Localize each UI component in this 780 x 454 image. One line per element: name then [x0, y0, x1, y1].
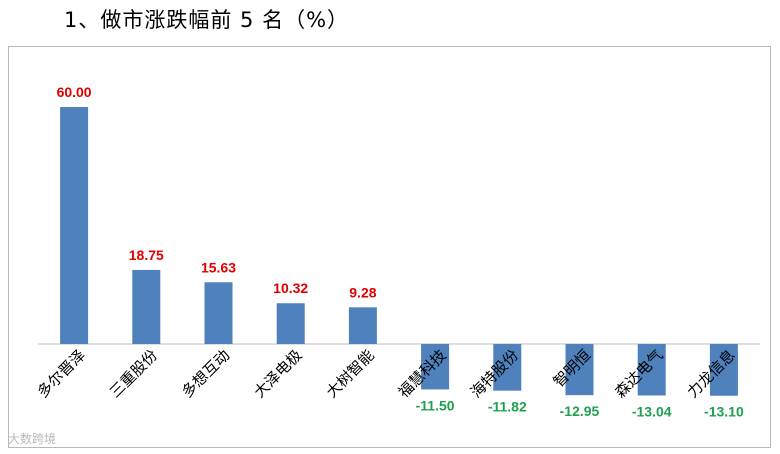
data-label-4: 10.32 [273, 280, 308, 296]
data-label-9: -13.04 [632, 404, 672, 420]
data-label-10: -13.10 [704, 404, 744, 420]
data-label-7: -11.82 [488, 399, 527, 415]
category-label-3: 多想互动 [178, 346, 233, 401]
bar-6 [421, 344, 450, 390]
category-label-5: 大树智能 [323, 346, 378, 401]
bar-3 [204, 282, 233, 344]
category-label-4: 大泽电极 [250, 346, 305, 401]
chart-frame [8, 46, 771, 448]
data-label-5: 9.28 [349, 284, 376, 300]
bar-8 [565, 344, 594, 396]
chart-heading: 1、做市涨跌幅前 5 名（%） [64, 8, 350, 32]
bar-7 [493, 344, 522, 391]
category-label-2: 三重股份 [106, 346, 161, 401]
category-label-1: 多尔晋泽 [34, 346, 89, 401]
bar-10 [709, 344, 738, 396]
data-label-8: -12.95 [560, 403, 600, 419]
data-label-3: 15.63 [201, 259, 236, 275]
data-label-6: -11.50 [416, 397, 455, 413]
watermark: 大数跨境 [8, 432, 57, 446]
bar-4 [276, 303, 305, 344]
bar-2 [132, 269, 161, 344]
data-label-2: 18.75 [129, 247, 164, 263]
bar-5 [348, 307, 377, 344]
bar-9 [637, 344, 666, 396]
bar-1 [60, 107, 89, 344]
data-label-1: 60.00 [57, 84, 92, 100]
